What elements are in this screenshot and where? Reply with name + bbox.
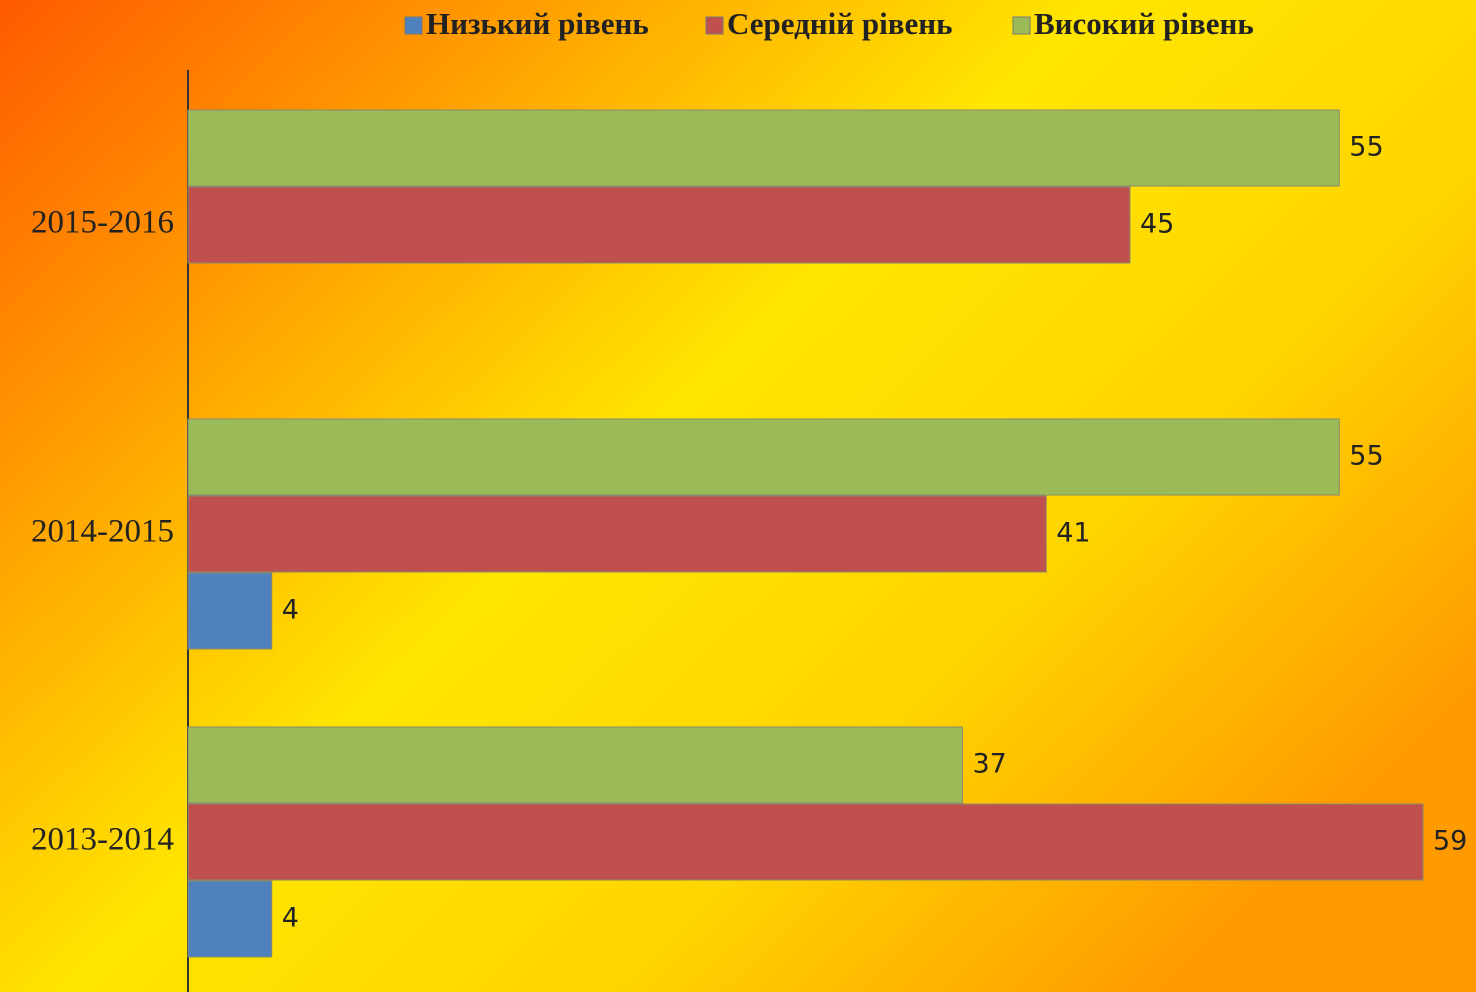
legend-label: Високий рівень	[1034, 6, 1254, 41]
y-tick-label: 2015-2016	[31, 205, 174, 241]
legend-label: Середній рівень	[727, 6, 953, 41]
bar	[187, 186, 1131, 264]
legend-marker	[1012, 16, 1031, 35]
bar	[187, 726, 963, 804]
y-tick-label: 2013-2014	[31, 822, 174, 858]
data-label: 4	[282, 903, 299, 934]
data-label: 41	[1056, 518, 1090, 549]
bar	[187, 572, 273, 650]
legend-marker	[404, 16, 423, 35]
data-label: 37	[972, 749, 1006, 780]
data-label: 4	[282, 595, 299, 626]
bar	[187, 109, 1340, 187]
legend-label: Низький рівень	[426, 6, 649, 41]
data-label: 45	[1140, 209, 1174, 240]
data-label: 55	[1349, 132, 1383, 163]
bar	[187, 418, 1340, 496]
bar	[187, 880, 273, 958]
bar	[187, 495, 1047, 573]
bar	[187, 803, 1424, 881]
legend-marker	[705, 16, 724, 35]
data-label: 59	[1433, 826, 1467, 857]
data-label: 55	[1349, 441, 1383, 472]
y-tick-label: 2014-2015	[31, 514, 174, 550]
